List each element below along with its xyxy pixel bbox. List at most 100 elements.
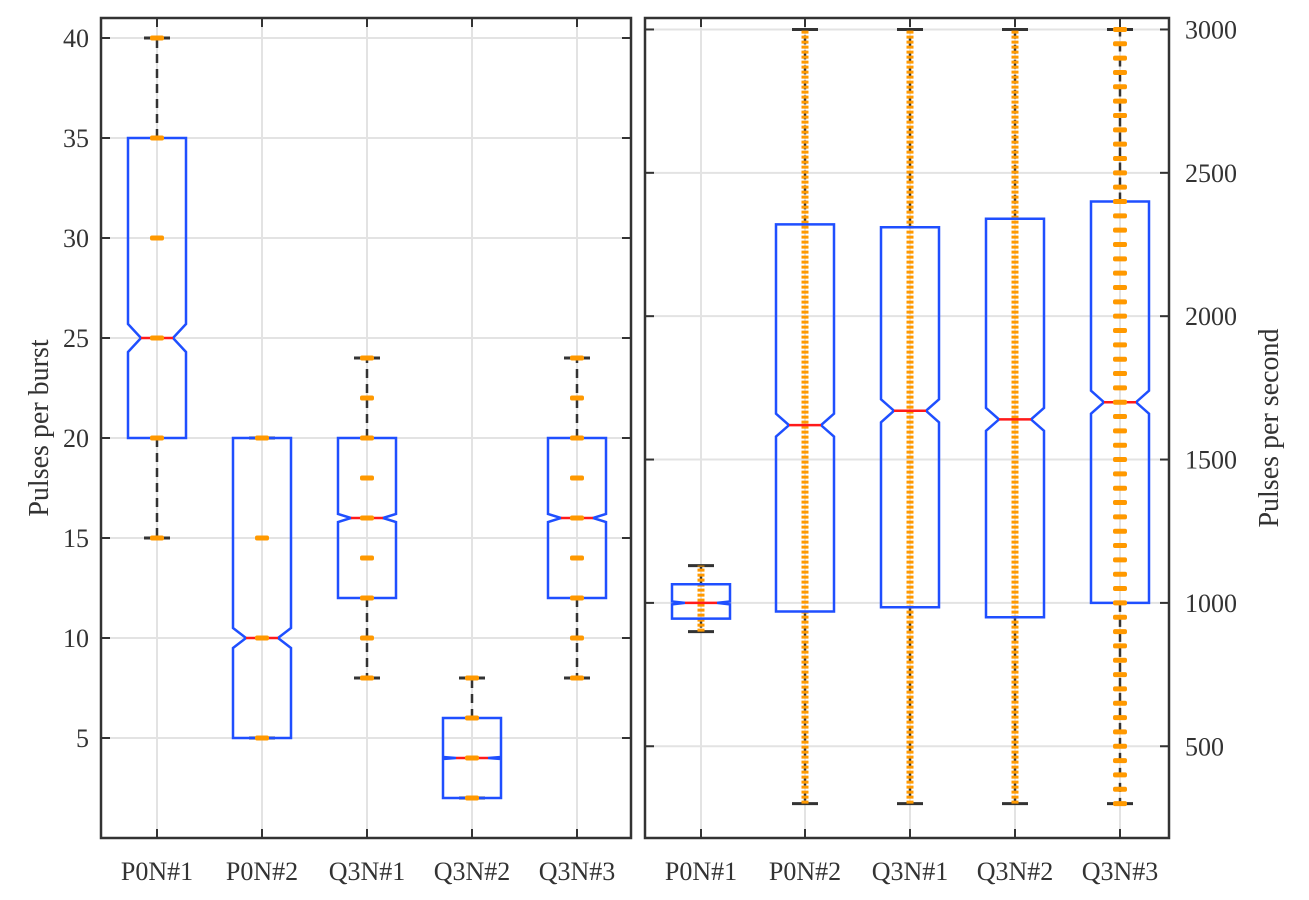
data-point xyxy=(1113,371,1127,377)
notched-box xyxy=(879,226,941,609)
data-point xyxy=(465,795,479,801)
data-point xyxy=(1113,801,1127,807)
data-point xyxy=(1113,84,1127,90)
box-group-q3n-3 xyxy=(546,355,608,681)
data-point xyxy=(1113,629,1127,635)
data-point xyxy=(360,515,374,521)
data-point xyxy=(570,635,584,641)
data-point xyxy=(1113,786,1127,792)
y-tick-label: 40 xyxy=(63,24,89,53)
y-tick-label: 30 xyxy=(63,224,89,253)
data-point xyxy=(255,735,269,741)
data-point xyxy=(1113,69,1127,75)
x-tick-label: P0N#2 xyxy=(769,857,841,886)
data-point xyxy=(1113,557,1127,563)
data-point xyxy=(1113,729,1127,735)
notched-box xyxy=(336,436,398,600)
data-point xyxy=(255,635,269,641)
data-point xyxy=(1113,256,1127,262)
data-point xyxy=(1113,614,1127,620)
box-group-p0n-1 xyxy=(126,35,188,541)
data-point xyxy=(1113,198,1127,204)
data-point xyxy=(1113,672,1127,678)
x-tick-label: Q3N#3 xyxy=(1082,857,1159,886)
data-point xyxy=(1113,342,1127,348)
data-point xyxy=(360,635,374,641)
y-tick-label: 2000 xyxy=(1185,302,1237,331)
data-point xyxy=(570,435,584,441)
data-point xyxy=(1113,528,1127,534)
data-point xyxy=(1113,26,1127,32)
y-tick-label: 5 xyxy=(76,724,89,753)
right-panel-pulses-per-second: 500 1000 1500 2000 2500 3000 P0N#1 P0N#2 Q3N#1 Q3… xyxy=(643,15,1285,886)
data-point xyxy=(1113,41,1127,47)
data-point xyxy=(1113,500,1127,506)
data-point xyxy=(360,395,374,401)
data-point xyxy=(1113,170,1127,176)
data-point xyxy=(1113,356,1127,362)
data-point xyxy=(465,755,479,761)
data-point xyxy=(1113,328,1127,334)
data-point xyxy=(1113,227,1127,233)
notched-box xyxy=(1089,200,1151,605)
x-tick-label: P0N#2 xyxy=(226,857,298,886)
data-point xyxy=(1113,657,1127,663)
box-group-q3n-1 xyxy=(336,355,398,681)
data-point xyxy=(1113,414,1127,420)
data-point xyxy=(150,535,164,541)
data-point xyxy=(1113,772,1127,778)
data-point xyxy=(1113,313,1127,319)
box-group-q3n-2 xyxy=(441,675,503,801)
data-point xyxy=(1113,428,1127,434)
data-point xyxy=(1113,600,1127,606)
box-group-p0n-2 xyxy=(774,27,836,806)
data-point xyxy=(150,135,164,141)
y-axis-title: Pulses per burst xyxy=(24,339,55,517)
data-point xyxy=(1113,743,1127,749)
data-point xyxy=(570,475,584,481)
data-point xyxy=(1113,112,1127,118)
data-point xyxy=(360,435,374,441)
box-group-q3n-3 xyxy=(1089,26,1151,807)
notched-box xyxy=(126,136,188,440)
data-point xyxy=(570,555,584,561)
left-panel-pulses-per-burst: 5 10 15 20 25 30 35 40 P0N#1 P0N#2 Q3N#1 Q3N#2 Q3N#3… xyxy=(24,16,633,886)
y-tick-label: 1500 xyxy=(1185,446,1237,475)
box-group-p0n-1 xyxy=(670,564,732,634)
y-tick-label: 500 xyxy=(1185,732,1224,761)
data-point xyxy=(1113,155,1127,161)
data-point xyxy=(1113,571,1127,577)
notched-box xyxy=(441,716,503,800)
data-point xyxy=(1113,758,1127,764)
data-point xyxy=(1113,442,1127,448)
y-tick-label: 15 xyxy=(63,524,89,553)
x-tick-label: Q3N#2 xyxy=(434,857,511,886)
data-point xyxy=(360,675,374,681)
data-point xyxy=(1113,586,1127,592)
notched-box xyxy=(984,217,1046,619)
data-point xyxy=(150,235,164,241)
data-point xyxy=(1113,141,1127,147)
data-point xyxy=(465,715,479,721)
data-point xyxy=(570,675,584,681)
data-point xyxy=(570,355,584,361)
y-axis-title: Pulses per second xyxy=(1254,328,1285,527)
box-group-q3n-2 xyxy=(984,27,1046,806)
data-point xyxy=(1113,399,1127,405)
data-point xyxy=(465,675,479,681)
data-point xyxy=(1113,55,1127,61)
x-tick-label: Q3N#2 xyxy=(977,857,1054,886)
data-point xyxy=(360,595,374,601)
data-point xyxy=(1113,514,1127,520)
axes-frame xyxy=(643,16,1171,840)
data-point xyxy=(255,535,269,541)
data-point xyxy=(1113,184,1127,190)
notched-box xyxy=(670,583,732,620)
data-point xyxy=(570,395,584,401)
x-tick-label: Q3N#1 xyxy=(329,857,406,886)
notched-box xyxy=(546,436,608,600)
data-point xyxy=(1113,686,1127,692)
data-point xyxy=(1113,485,1127,491)
data-point xyxy=(255,435,269,441)
